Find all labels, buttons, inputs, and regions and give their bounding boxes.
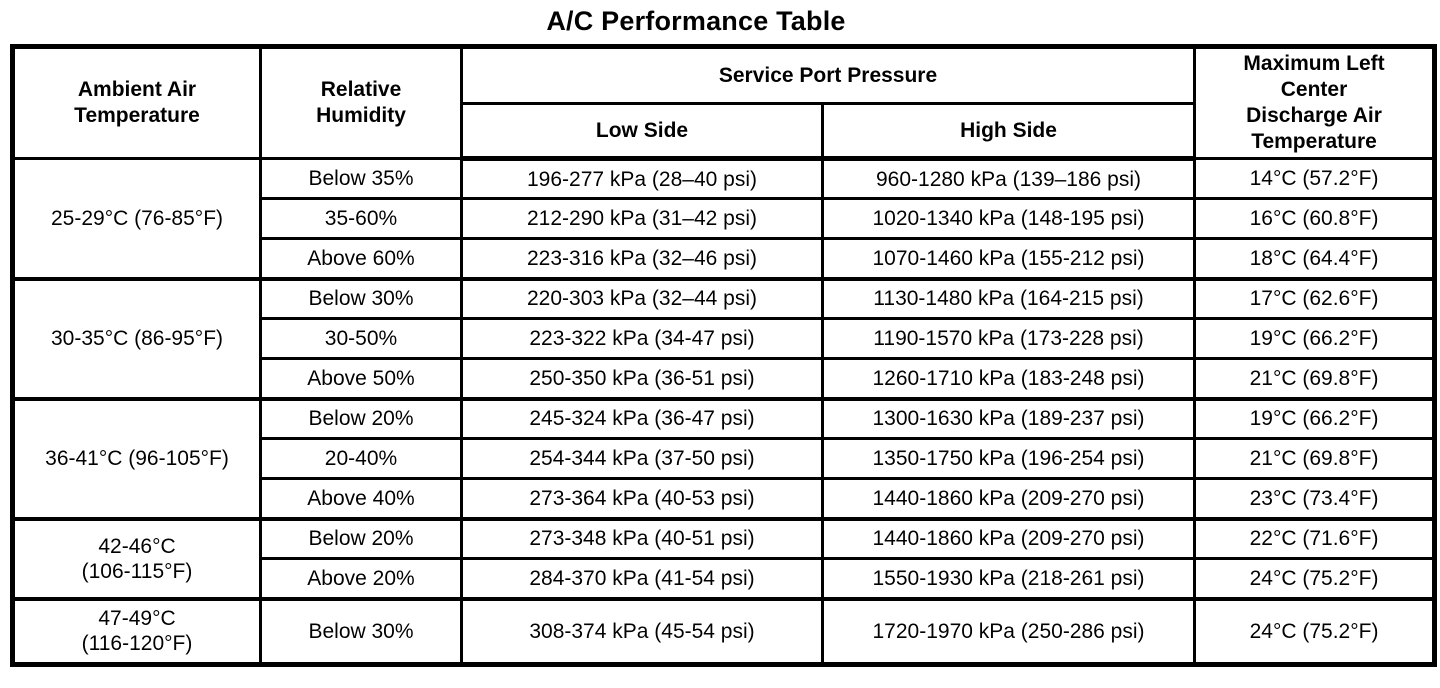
table-row: 20-40% 254-344 kPa (37-50 psi) 1350-1750… [13, 437, 1437, 480]
humidity-cell: Above 40% [259, 477, 463, 520]
high-side-cell: 1350-1750 kPa (196-254 psi) [820, 437, 1197, 480]
discharge-cell: 21°C (69.8°F) [1193, 357, 1437, 400]
low-side-cell: 212-290 kPa (31–42 psi) [460, 197, 824, 240]
humidity-cell: Above 20% [259, 557, 463, 600]
high-side-cell: 1440-1860 kPa (209-270 psi) [820, 516, 1197, 560]
discharge-cell: 17°C (62.6°F) [1193, 276, 1437, 320]
header-row-bottom: Low Side High Side [13, 102, 1435, 161]
table-row: 30-50% 223-322 kPa (34-47 psi) 1190-1570… [13, 317, 1437, 360]
discharge-cell: 21°C (69.8°F) [1193, 437, 1437, 480]
low-side-cell: 250-350 kPa (36-51 psi) [460, 357, 824, 400]
table-body: 25-29°C (76-85°F) Below 35% 196-277 kPa … [11, 157, 1437, 666]
humidity-cell: Below 30% [259, 596, 463, 666]
table-row: 35-60% 212-290 kPa (31–42 psi) 1020-1340… [13, 197, 1437, 240]
low-side-cell: 308-374 kPa (45-54 psi) [460, 596, 824, 666]
high-side-cell: 1070-1460 kPa (155-212 psi) [820, 237, 1197, 280]
header-humidity: Relative Humidity [259, 45, 463, 160]
high-side-cell: 1550-1930 kPa (218-261 psi) [820, 557, 1197, 600]
humidity-cell: Below 20% [259, 396, 463, 440]
high-side-cell: 960-1280 kPa (139–186 psi) [820, 157, 1197, 200]
discharge-cell: 24°C (75.2°F) [1193, 557, 1437, 600]
table-row: Above 60% 223-316 kPa (32–46 psi) 1070-1… [13, 237, 1437, 280]
high-side-cell: 1130-1480 kPa (164-215 psi) [820, 276, 1197, 320]
table-header: Ambient Air Temperature Relative Humidit… [11, 45, 1437, 161]
table-row: Above 40% 273-364 kPa (40-53 psi) 1440-1… [13, 477, 1437, 520]
humidity-cell: Above 50% [259, 357, 463, 400]
header-ambient: Ambient Air Temperature [11, 45, 262, 160]
discharge-cell: 19°C (66.2°F) [1193, 396, 1437, 440]
page-title: A/C Performance Table [546, 6, 846, 36]
discharge-cell: 24°C (75.2°F) [1193, 596, 1437, 666]
discharge-cell: 18°C (64.4°F) [1193, 237, 1437, 280]
header-high-side: High Side [820, 102, 1197, 161]
humidity-cell: Below 35% [259, 157, 463, 200]
low-side-cell: 284-370 kPa (41-54 psi) [460, 557, 824, 600]
ambient-cell: 25-29°C (76-85°F) [11, 157, 262, 280]
low-side-cell: 245-324 kPa (36-47 psi) [460, 396, 824, 440]
ambient-cell: 42-46°C (106-115°F) [11, 516, 262, 600]
header-max-discharge: Maximum Left Center Discharge Air Temper… [1193, 45, 1437, 160]
high-side-cell: 1190-1570 kPa (173-228 psi) [820, 317, 1197, 360]
discharge-cell: 19°C (66.2°F) [1193, 317, 1437, 360]
humidity-cell: Above 60% [259, 237, 463, 280]
low-side-cell: 223-322 kPa (34-47 psi) [460, 317, 824, 360]
ac-performance-table: Ambient Air Temperature Relative Humidit… [10, 44, 1438, 667]
table-row: 30-35°C (86-95°F) Below 30% 220-303 kPa … [11, 276, 1437, 400]
ambient-cell: 36-41°C (96-105°F) [11, 396, 262, 520]
humidity-cell: 35-60% [259, 197, 463, 240]
discharge-cell: 16°C (60.8°F) [1193, 197, 1437, 240]
table-row: Above 20% 284-370 kPa (41-54 psi) 1550-1… [13, 557, 1437, 600]
high-side-cell: 1300-1630 kPa (189-237 psi) [820, 396, 1197, 440]
table-row: 42-46°C (106-115°F) Below 20% 273-348 kP… [11, 516, 1437, 600]
header-service-port: Service Port Pressure [459, 45, 1197, 105]
discharge-cell: 22°C (71.6°F) [1193, 516, 1437, 560]
ambient-cell: 30-35°C (86-95°F) [11, 276, 262, 400]
table-row: 47-49°C (116-120°F) Below 30% 308-374 kP… [11, 596, 1437, 666]
humidity-cell: 20-40% [259, 437, 463, 480]
high-side-cell: 1440-1860 kPa (209-270 psi) [820, 477, 1197, 520]
discharge-cell: 14°C (57.2°F) [1193, 157, 1437, 200]
humidity-cell: Below 20% [259, 516, 463, 560]
header-low-side: Low Side [460, 102, 824, 161]
header-row-top: Ambient Air Temperature Relative Humidit… [11, 45, 1437, 160]
table-row: 25-29°C (76-85°F) Below 35% 196-277 kPa … [11, 157, 1437, 280]
high-side-cell: 1020-1340 kPa (148-195 psi) [820, 197, 1197, 240]
table-row: 36-41°C (96-105°F) Below 20% 245-324 kPa… [11, 396, 1437, 520]
humidity-cell: 30-50% [259, 317, 463, 360]
low-side-cell: 196-277 kPa (28–40 psi) [460, 157, 824, 200]
low-side-cell: 220-303 kPa (32–44 psi) [460, 276, 824, 320]
high-side-cell: 1260-1710 kPa (183-248 psi) [820, 357, 1197, 400]
humidity-cell: Below 30% [259, 276, 463, 320]
low-side-cell: 223-316 kPa (32–46 psi) [460, 237, 824, 280]
high-side-cell: 1720-1970 kPa (250-286 psi) [820, 596, 1197, 666]
ambient-cell: 47-49°C (116-120°F) [11, 596, 262, 666]
low-side-cell: 273-348 kPa (40-51 psi) [460, 516, 824, 560]
table-row: Above 50% 250-350 kPa (36-51 psi) 1260-1… [13, 357, 1437, 400]
low-side-cell: 254-344 kPa (37-50 psi) [460, 437, 824, 480]
discharge-cell: 23°C (73.4°F) [1193, 477, 1437, 520]
low-side-cell: 273-364 kPa (40-53 psi) [460, 477, 824, 520]
